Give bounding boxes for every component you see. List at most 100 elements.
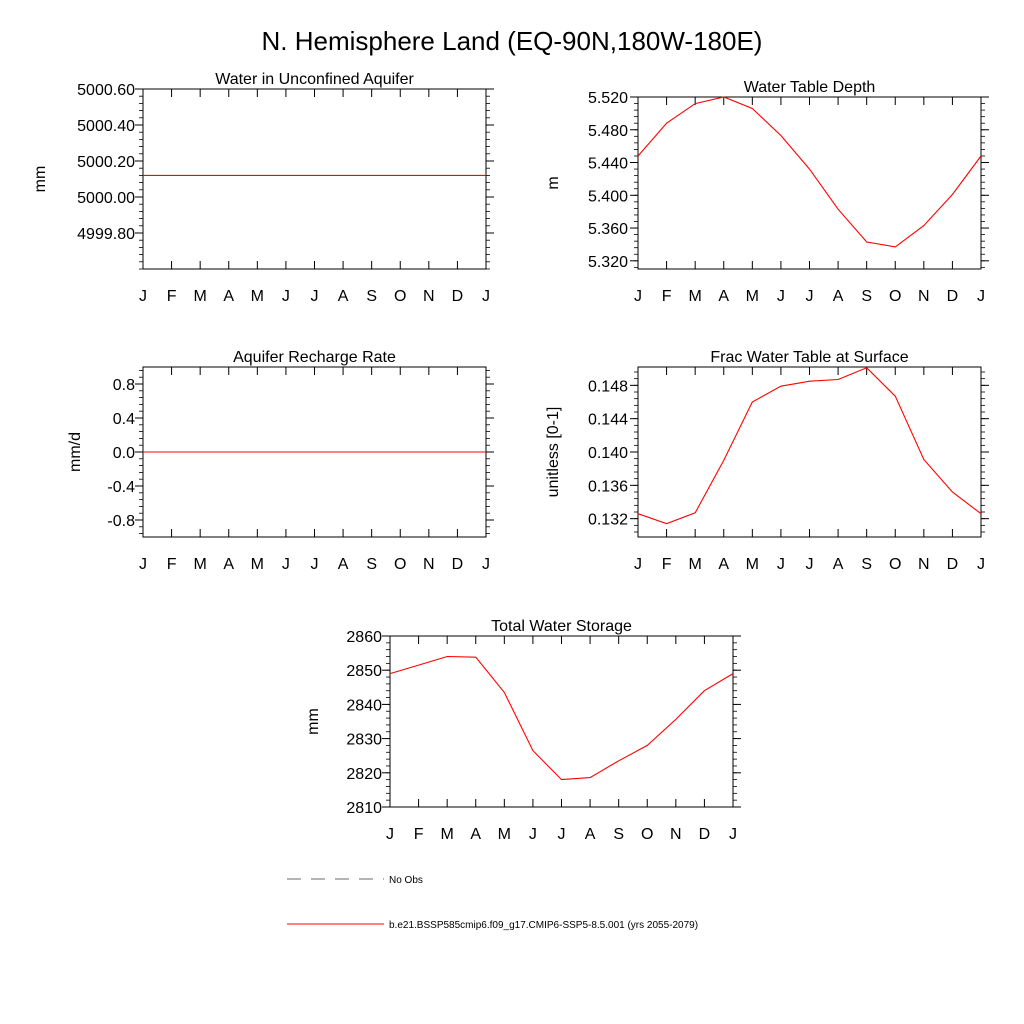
series-line xyxy=(637,367,982,525)
x-tick-label: N xyxy=(670,826,682,843)
x-tick-label: J xyxy=(777,556,785,573)
y-tick-label: 0.148 xyxy=(588,378,628,395)
x-tick-label: M xyxy=(498,826,511,843)
x-tick-label: J xyxy=(139,288,147,305)
series-line xyxy=(637,96,982,248)
x-tick-label: J xyxy=(282,288,290,305)
x-tick-label: J xyxy=(977,556,985,573)
panel-title: Water in Unconfined Aquifer xyxy=(215,71,414,88)
panel-title: Aquifer Recharge Rate xyxy=(233,349,396,366)
panel-title: Total Water Storage xyxy=(491,618,632,635)
x-tick-label: S xyxy=(613,826,624,843)
y-tick-label: 0.8 xyxy=(113,377,135,394)
x-tick-label: J xyxy=(482,556,490,573)
figure-title: N. Hemisphere Land (EQ-90N,180W-180E) xyxy=(262,26,763,56)
y-axis-label: mm xyxy=(32,166,49,193)
x-tick-label: N xyxy=(423,556,435,573)
y-tick-label: 5.400 xyxy=(588,188,628,205)
x-tick-label: M xyxy=(251,288,264,305)
x-tick-label: S xyxy=(366,556,377,573)
legend: No Obs b.e21.BSSP585cmip6.f09_g17.CMIP6-… xyxy=(287,875,698,931)
x-tick-label: O xyxy=(889,556,901,573)
x-tick-label: A xyxy=(470,826,481,843)
x-tick-label: J xyxy=(634,556,642,573)
x-tick-label: A xyxy=(833,556,844,573)
x-tick-label: J xyxy=(729,826,737,843)
y-tick-label: 0.132 xyxy=(588,512,628,529)
x-tick-label: D xyxy=(947,288,959,305)
x-tick-label: O xyxy=(641,826,653,843)
x-tick-label: A xyxy=(585,826,596,843)
x-tick-label: J xyxy=(806,556,814,573)
x-tick-label: D xyxy=(699,826,711,843)
x-tick-label: O xyxy=(394,556,406,573)
x-tick-label: A xyxy=(338,556,349,573)
y-tick-label: 0.140 xyxy=(588,445,628,462)
x-tick-label: O xyxy=(394,288,406,305)
series-line xyxy=(389,655,734,781)
panel-title: Frac Water Table at Surface xyxy=(710,349,908,366)
y-axis-label: m xyxy=(545,176,562,189)
x-tick-label: A xyxy=(718,556,729,573)
x-tick-label: J xyxy=(529,826,537,843)
y-tick-label: 2820 xyxy=(346,766,382,783)
x-tick-label: M xyxy=(251,556,264,573)
x-tick-label: A xyxy=(338,288,349,305)
x-tick-label: A xyxy=(223,288,234,305)
y-tick-label: 2850 xyxy=(346,663,382,680)
y-axis-label: unitless [0-1] xyxy=(545,407,562,498)
y-tick-label: 0.136 xyxy=(588,478,628,495)
x-tick-label: D xyxy=(947,556,959,573)
panel-title: Water Table Depth xyxy=(744,79,876,96)
x-tick-label: M xyxy=(746,556,759,573)
y-axis-label: mm xyxy=(305,708,322,735)
y-tick-label: 4999.80 xyxy=(77,226,135,243)
x-tick-label: F xyxy=(662,288,672,305)
x-tick-label: A xyxy=(833,288,844,305)
x-tick-label: S xyxy=(861,556,872,573)
y-axis-label: mm/d xyxy=(67,432,84,472)
x-tick-label: F xyxy=(167,288,177,305)
y-tick-label: -0.4 xyxy=(107,479,135,496)
y-tick-label: 5.360 xyxy=(588,221,628,238)
y-tick-label: 5.440 xyxy=(588,156,628,173)
y-tick-label: 5.480 xyxy=(588,123,628,140)
x-tick-label: M xyxy=(194,556,207,573)
y-tick-label: 5.520 xyxy=(588,90,628,107)
y-tick-label: 2810 xyxy=(346,800,382,817)
x-tick-label: J xyxy=(311,288,319,305)
x-tick-label: M xyxy=(689,288,702,305)
x-tick-label: J xyxy=(311,556,319,573)
y-tick-label: 5000.20 xyxy=(77,154,135,171)
y-tick-label: 0.0 xyxy=(113,445,135,462)
y-tick-label: 2830 xyxy=(346,732,382,749)
x-tick-label: J xyxy=(977,288,985,305)
x-tick-label: J xyxy=(139,556,147,573)
x-tick-label: F xyxy=(662,556,672,573)
x-tick-label: M xyxy=(441,826,454,843)
y-tick-label: 0.4 xyxy=(113,411,135,428)
x-tick-label: J xyxy=(558,826,566,843)
legend-model-label: b.e21.BSSP585cmip6.f09_g17.CMIP6-SSP5-8.… xyxy=(389,920,698,931)
x-tick-label: J xyxy=(806,288,814,305)
x-tick-label: N xyxy=(918,288,930,305)
y-tick-label: 5000.00 xyxy=(77,190,135,207)
x-tick-label: D xyxy=(452,288,464,305)
x-tick-label: J xyxy=(282,556,290,573)
x-tick-label: S xyxy=(366,288,377,305)
x-tick-label: D xyxy=(452,556,464,573)
x-tick-label: N xyxy=(423,288,435,305)
x-tick-label: M xyxy=(689,556,702,573)
y-tick-label: 5.320 xyxy=(588,254,628,271)
x-tick-label: O xyxy=(889,288,901,305)
x-tick-label: A xyxy=(718,288,729,305)
x-tick-label: J xyxy=(482,288,490,305)
